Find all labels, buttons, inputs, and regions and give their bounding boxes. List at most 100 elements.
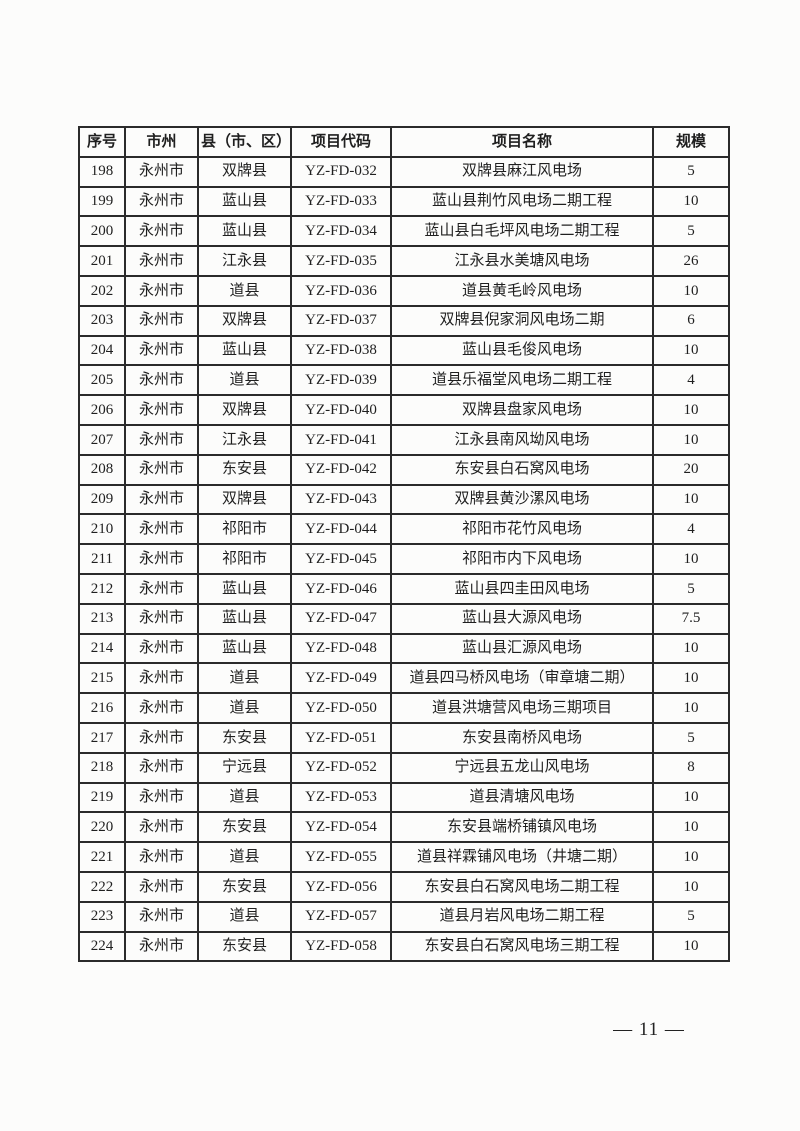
table-cell-code: YZ-FD-032: [290, 155, 392, 188]
table-row: 206 永州市 双牌县 YZ-FD-040 双牌县盘家风电场 10: [78, 394, 730, 426]
table-cell-name: 东安县南桥风电场: [390, 721, 654, 754]
table-cell-county: 双牌县: [197, 483, 292, 516]
table-cell-code: YZ-FD-057: [290, 900, 392, 933]
table-cell-code: YZ-FD-042: [290, 453, 392, 486]
table-cell-scale: 5: [652, 155, 730, 188]
table-cell-index: 201: [78, 245, 126, 277]
table-cell-code: YZ-FD-056: [290, 870, 392, 903]
table-cell-name: 道县祥霖铺风电场（井塘二期）: [390, 841, 654, 873]
table-cell-name: 宁远县五龙山风电场: [390, 751, 654, 784]
table-cell-index: 218: [78, 751, 126, 784]
table-cell-county: 道县: [197, 274, 292, 307]
table-row: 198 永州市 双牌县 YZ-FD-032 双牌县麻江风电场 5: [78, 155, 730, 188]
table-cell-index: 209: [78, 483, 126, 516]
table-cell-name: 道县清塘风电场: [390, 781, 654, 814]
table-cell-index: 202: [78, 274, 126, 307]
table-cell-code: YZ-FD-047: [290, 602, 392, 635]
table-cell-city: 永州市: [124, 394, 199, 426]
table-cell-name: 江永县南风坳风电场: [390, 423, 654, 456]
table-cell-city: 永州市: [124, 632, 199, 665]
table-cell-name: 道县洪塘营风电场三期项目: [390, 692, 654, 724]
table-cell-county: 双牌县: [197, 394, 292, 426]
table-header: 序号 市州 县（市、区） 项目代码 项目名称 规模: [78, 126, 730, 158]
table-cell-county: 蓝山县: [197, 602, 292, 635]
table-row: 219 永州市 道县 YZ-FD-053 道县清塘风电场 10: [78, 781, 730, 814]
table-cell-index: 214: [78, 632, 126, 665]
table-cell-scale: 10: [652, 185, 730, 218]
table-row: 220 永州市 东安县 YZ-FD-054 东安县端桥铺镇风电场 10: [78, 811, 730, 844]
table-cell-scale: 4: [652, 513, 730, 546]
table-cell-county: 东安县: [197, 721, 292, 754]
table-cell-scale: 10: [652, 632, 730, 665]
table-cell-index: 215: [78, 662, 126, 695]
table-cell-index: 222: [78, 870, 126, 903]
table-cell-city: 永州市: [124, 751, 199, 784]
column-header-index: 序号: [78, 126, 126, 158]
table-cell-county: 双牌县: [197, 304, 292, 337]
table-body: 198 永州市 双牌县 YZ-FD-032 双牌县麻江风电场 5 199 永州市 蓝山县 YZ-F…: [78, 155, 730, 963]
table-cell-city: 永州市: [124, 662, 199, 695]
table-cell-county: 道县: [197, 781, 292, 814]
table-cell-county: 宁远县: [197, 751, 292, 784]
table-cell-city: 永州市: [124, 781, 199, 814]
table-cell-county: 祁阳市: [197, 513, 292, 546]
column-header-county: 县（市、区）: [197, 126, 292, 158]
table-cell-name: 祁阳市内下风电场: [390, 543, 654, 575]
table-cell-county: 道县: [197, 364, 292, 397]
table-cell-city: 永州市: [124, 721, 199, 754]
table-cell-name: 双牌县麻江风电场: [390, 155, 654, 188]
table-row: 211 永州市 祁阳市 YZ-FD-045 祁阳市内下风电场 10: [78, 543, 730, 575]
table-cell-index: 206: [78, 394, 126, 426]
table-row: 215 永州市 道县 YZ-FD-049 道县四马桥风电场（审章塘二期） 10: [78, 662, 730, 695]
table-cell-name: 蓝山县毛俊风电场: [390, 334, 654, 367]
table-cell-index: 217: [78, 721, 126, 754]
table-cell-scale: 10: [652, 811, 730, 844]
table-header-row: 序号 市州 县（市、区） 项目代码 项目名称 规模: [78, 126, 730, 158]
table-cell-name: 蓝山县荆竹风电场二期工程: [390, 185, 654, 218]
table-cell-index: 204: [78, 334, 126, 367]
table-cell-name: 双牌县黄沙漯风电场: [390, 483, 654, 516]
table-cell-county: 东安县: [197, 870, 292, 903]
table-cell-code: YZ-FD-041: [290, 423, 392, 456]
table-row: 205 永州市 道县 YZ-FD-039 道县乐福堂风电场二期工程 4: [78, 364, 730, 397]
table-cell-county: 蓝山县: [197, 185, 292, 218]
table-row: 203 永州市 双牌县 YZ-FD-037 双牌县倪家洞风电场二期 6: [78, 304, 730, 337]
table-cell-city: 永州市: [124, 870, 199, 903]
project-table: 序号 市州 县（市、区） 项目代码 项目名称 规模 198 永州市 双牌县 YZ-FD…: [78, 126, 730, 963]
table-cell-index: 199: [78, 185, 126, 218]
table-cell-code: YZ-FD-050: [290, 692, 392, 724]
table-cell-index: 223: [78, 900, 126, 933]
table-cell-name: 道县黄毛岭风电场: [390, 274, 654, 307]
table-cell-code: YZ-FD-034: [290, 215, 392, 248]
table-cell-name: 蓝山县大源风电场: [390, 602, 654, 635]
table-cell-scale: 20: [652, 453, 730, 486]
table-cell-scale: 10: [652, 781, 730, 814]
table-cell-name: 祁阳市花竹风电场: [390, 513, 654, 546]
table-cell-city: 永州市: [124, 930, 199, 963]
table-cell-code: YZ-FD-044: [290, 513, 392, 546]
table-cell-city: 永州市: [124, 692, 199, 724]
table-row: 207 永州市 江永县 YZ-FD-041 江永县南风坳风电场 10: [78, 423, 730, 456]
table-cell-city: 永州市: [124, 900, 199, 933]
table-cell-code: YZ-FD-038: [290, 334, 392, 367]
table-cell-city: 永州市: [124, 513, 199, 546]
table-cell-index: 216: [78, 692, 126, 724]
table-cell-code: YZ-FD-045: [290, 543, 392, 575]
table-cell-county: 东安县: [197, 930, 292, 963]
table-cell-scale: 10: [652, 423, 730, 456]
table-cell-county: 双牌县: [197, 155, 292, 188]
table-cell-index: 211: [78, 543, 126, 575]
table-cell-county: 道县: [197, 841, 292, 873]
table-cell-name: 东安县端桥铺镇风电场: [390, 811, 654, 844]
table-cell-name: 蓝山县白毛坪风电场二期工程: [390, 215, 654, 248]
table-cell-code: YZ-FD-039: [290, 364, 392, 397]
table-cell-code: YZ-FD-035: [290, 245, 392, 277]
table-cell-name: 江永县水美塘风电场: [390, 245, 654, 277]
table-cell-scale: 10: [652, 274, 730, 307]
table-cell-scale: 10: [652, 930, 730, 963]
table-row: 222 永州市 东安县 YZ-FD-056 东安县白石窝风电场二期工程 10: [78, 870, 730, 903]
table-cell-index: 221: [78, 841, 126, 873]
table-cell-city: 永州市: [124, 245, 199, 277]
table-row: 218 永州市 宁远县 YZ-FD-052 宁远县五龙山风电场 8: [78, 751, 730, 784]
table-row: 223 永州市 道县 YZ-FD-057 道县月岩风电场二期工程 5: [78, 900, 730, 933]
